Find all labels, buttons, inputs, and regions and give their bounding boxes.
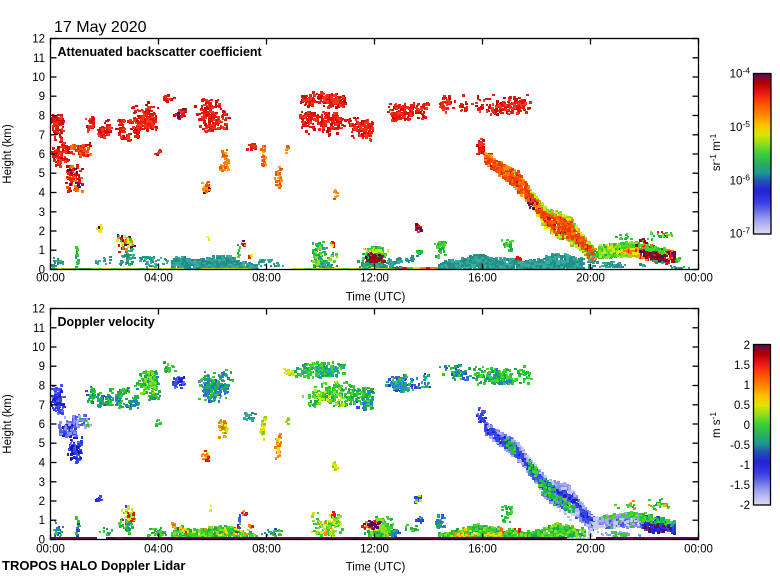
- svg-text:Time (UTC): Time (UTC): [346, 562, 406, 574]
- svg-text:6: 6: [39, 149, 45, 161]
- svg-text:TROPOS HALO Doppler Lidar: TROPOS HALO Doppler Lidar: [2, 558, 185, 573]
- svg-text:20:00: 20:00: [576, 544, 605, 556]
- svg-text:sr-1 m-1: sr-1 m-1: [708, 133, 723, 171]
- svg-text:16:00: 16:00: [468, 544, 497, 556]
- svg-text:00:00: 00:00: [684, 544, 713, 556]
- svg-text:10: 10: [32, 342, 45, 354]
- svg-text:-2: -2: [740, 500, 750, 512]
- svg-text:12: 12: [32, 304, 45, 316]
- svg-text:16:00: 16:00: [468, 273, 497, 285]
- svg-text:12: 12: [32, 34, 45, 46]
- svg-text:9: 9: [39, 361, 45, 373]
- svg-text:5: 5: [39, 438, 45, 450]
- svg-text:00:00: 00:00: [36, 273, 65, 285]
- svg-text:Doppler velocity: Doppler velocity: [58, 315, 155, 329]
- svg-text:Height (km): Height (km): [2, 124, 14, 184]
- svg-text:3: 3: [39, 207, 45, 219]
- svg-text:7: 7: [39, 130, 45, 142]
- svg-text:0: 0: [39, 535, 45, 547]
- svg-text:Time (UTC): Time (UTC): [346, 292, 406, 304]
- svg-text:4: 4: [39, 458, 46, 470]
- svg-text:Height (km): Height (km): [2, 394, 14, 454]
- svg-text:12:00: 12:00: [360, 273, 389, 285]
- svg-text:00:00: 00:00: [36, 544, 65, 556]
- svg-text:00:00: 00:00: [684, 273, 713, 285]
- svg-text:17 May 2020: 17 May 2020: [54, 19, 147, 36]
- svg-text:11: 11: [33, 323, 45, 335]
- svg-text:9: 9: [39, 91, 45, 103]
- svg-text:5: 5: [39, 168, 45, 180]
- svg-text:11: 11: [33, 53, 45, 65]
- svg-text:8: 8: [39, 381, 45, 393]
- svg-text:10: 10: [32, 72, 45, 84]
- svg-text:0: 0: [744, 420, 750, 432]
- svg-text:08:00: 08:00: [252, 273, 281, 285]
- svg-text:1.5: 1.5: [734, 360, 750, 372]
- svg-text:3: 3: [39, 477, 45, 489]
- svg-text:4: 4: [39, 188, 46, 200]
- svg-text:-0.5: -0.5: [730, 440, 750, 452]
- svg-text:-1: -1: [740, 460, 750, 472]
- svg-text:04:00: 04:00: [144, 273, 173, 285]
- svg-text:0.5: 0.5: [734, 400, 750, 412]
- svg-text:0: 0: [39, 265, 45, 277]
- svg-text:1: 1: [744, 380, 750, 392]
- svg-text:08:00: 08:00: [252, 544, 281, 556]
- svg-text:1: 1: [39, 245, 45, 257]
- svg-text:2: 2: [39, 226, 45, 238]
- svg-text:04:00: 04:00: [144, 544, 173, 556]
- svg-text:Attenuated backscatter coeffic: Attenuated backscatter coefficient: [58, 45, 263, 59]
- svg-text:12:00: 12:00: [360, 544, 389, 556]
- svg-text:-1.5: -1.5: [730, 480, 750, 492]
- svg-text:8: 8: [39, 111, 45, 123]
- svg-text:1: 1: [39, 515, 45, 527]
- svg-text:2: 2: [744, 340, 750, 352]
- svg-text:2: 2: [39, 496, 45, 508]
- svg-text:6: 6: [39, 419, 45, 431]
- svg-text:20:00: 20:00: [576, 273, 605, 285]
- svg-text:7: 7: [39, 400, 45, 412]
